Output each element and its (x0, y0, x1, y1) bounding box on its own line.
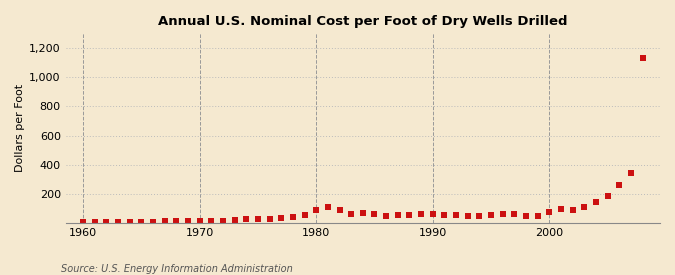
Title: Annual U.S. Nominal Cost per Foot of Dry Wells Drilled: Annual U.S. Nominal Cost per Foot of Dry… (158, 15, 568, 28)
Y-axis label: Dollars per Foot: Dollars per Foot (15, 84, 25, 172)
Text: Source: U.S. Energy Information Administration: Source: U.S. Energy Information Administ… (61, 264, 292, 274)
